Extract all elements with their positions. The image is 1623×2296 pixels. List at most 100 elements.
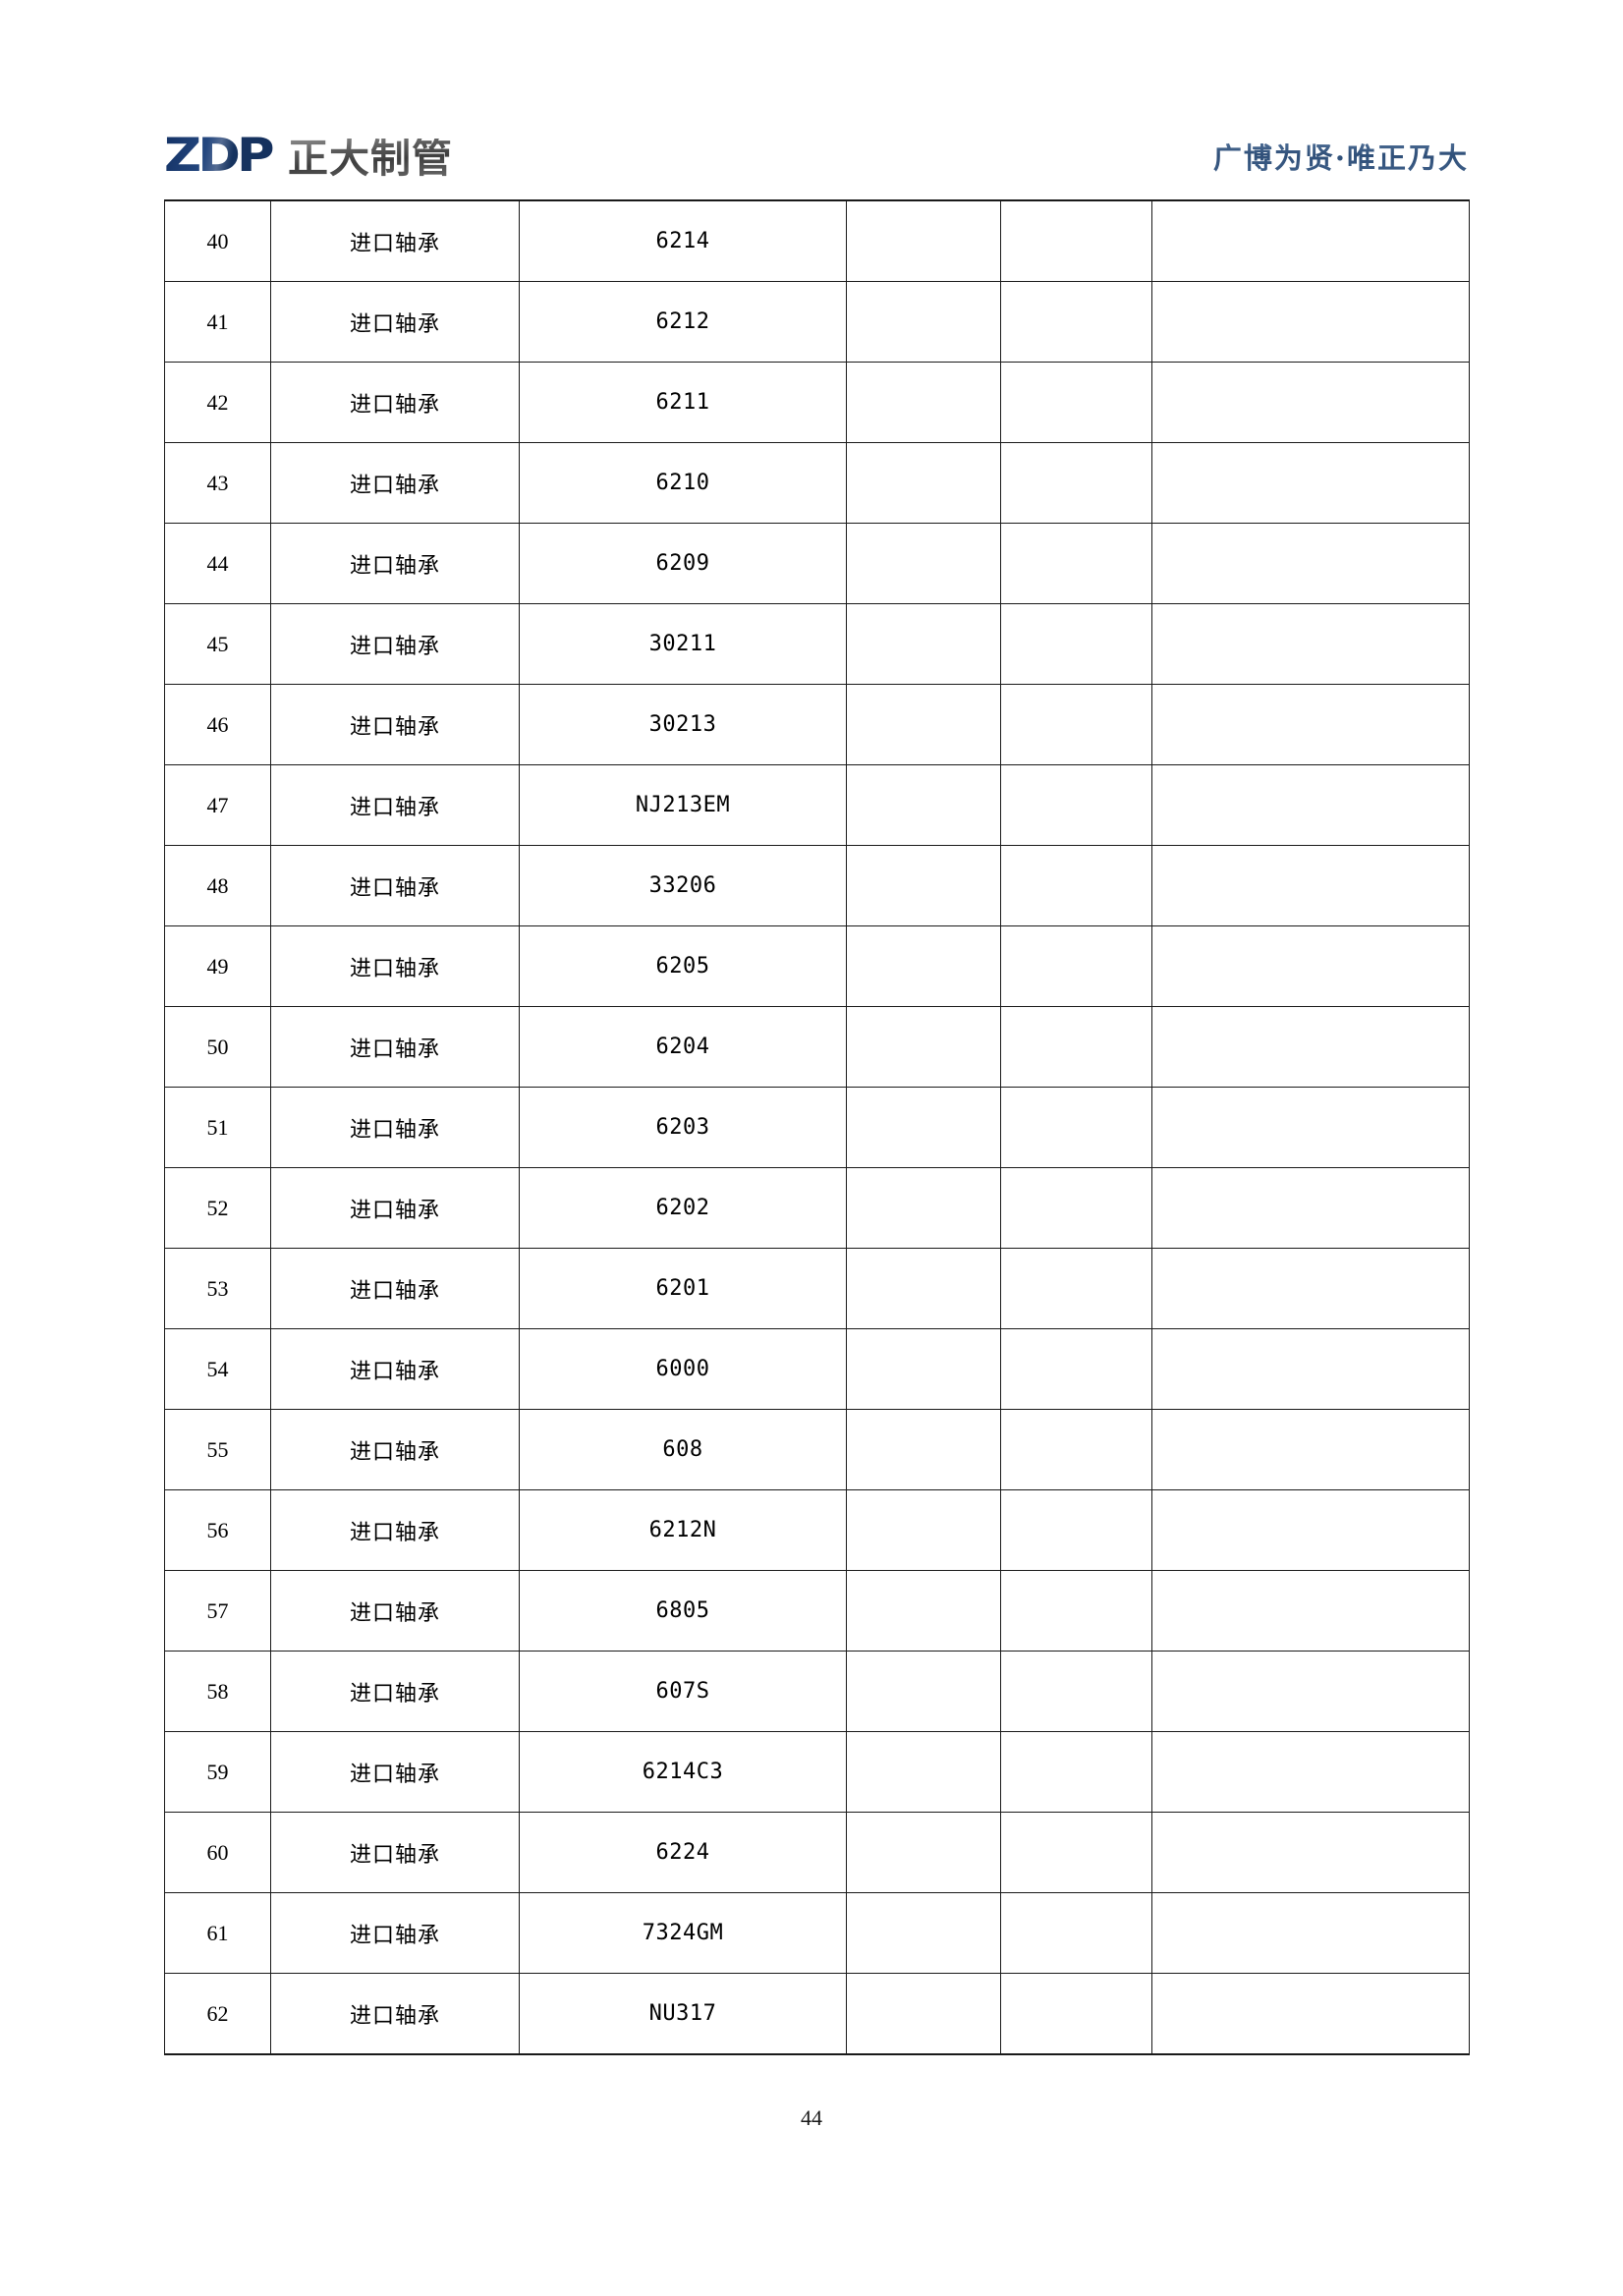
- cell-model: 6202: [519, 1167, 847, 1249]
- cell-col5: [1000, 925, 1152, 1007]
- cell-part-name: 进口轴承: [270, 1006, 520, 1088]
- cell-model: NJ213EM: [519, 764, 847, 846]
- cell-model: 6212N: [519, 1489, 847, 1571]
- cell-col5: [1000, 603, 1152, 685]
- cell-col6: [1151, 523, 1470, 604]
- parts-table-body: 40 进口轴承 6214 41 进口轴承 6212 42 进口轴承 6211 43 进口轴承 6210…: [164, 199, 1470, 2055]
- cell-col6: [1151, 199, 1470, 282]
- cell-col6: [1151, 1087, 1470, 1168]
- cell-part-name: 进口轴承: [270, 1651, 520, 1732]
- cell-model: 6224: [519, 1812, 847, 1893]
- cell-col5: [1000, 1973, 1152, 2055]
- cell-model: 33206: [519, 845, 847, 926]
- cell-part-name: 进口轴承: [270, 362, 520, 443]
- cell-col4: [846, 1731, 1001, 1813]
- cell-index: 48: [164, 845, 271, 926]
- cell-model: 6214C3: [519, 1731, 847, 1813]
- cell-model: 6210: [519, 442, 847, 524]
- cell-index: 46: [164, 684, 271, 765]
- cell-model: 608: [519, 1409, 847, 1490]
- cell-col6: [1151, 603, 1470, 685]
- cell-col4: [846, 764, 1001, 846]
- cell-part-name: 进口轴承: [270, 1570, 520, 1652]
- cell-col5: [1000, 199, 1152, 282]
- cell-col5: [1000, 1087, 1152, 1168]
- cell-model: 30213: [519, 684, 847, 765]
- cell-col5: [1000, 362, 1152, 443]
- cell-part-name: 进口轴承: [270, 442, 520, 524]
- table-row: 42 进口轴承 6211: [164, 362, 1470, 443]
- cell-index: 40: [164, 199, 271, 282]
- cell-col6: [1151, 1409, 1470, 1490]
- cell-col6: [1151, 1731, 1470, 1813]
- cell-col6: [1151, 1892, 1470, 1974]
- cell-col5: [1000, 281, 1152, 363]
- cell-col4: [846, 362, 1001, 443]
- cell-col6: [1151, 1328, 1470, 1410]
- cell-index: 52: [164, 1167, 271, 1249]
- cell-part-name: 进口轴承: [270, 1087, 520, 1168]
- cell-model: 6211: [519, 362, 847, 443]
- document-header: ZDP 正大制管 广博为贤·唯正乃大: [164, 124, 1469, 179]
- cell-index: 59: [164, 1731, 271, 1813]
- cell-col5: [1000, 442, 1152, 524]
- table-row: 52 进口轴承 6202: [164, 1167, 1470, 1249]
- cell-col4: [846, 1409, 1001, 1490]
- page-number: 44: [801, 2105, 822, 2130]
- cell-col4: [846, 1570, 1001, 1652]
- cell-model: 7324GM: [519, 1892, 847, 1974]
- cell-col6: [1151, 1006, 1470, 1088]
- cell-part-name: 进口轴承: [270, 1489, 520, 1571]
- cell-part-name: 进口轴承: [270, 1328, 520, 1410]
- cell-col5: [1000, 1006, 1152, 1088]
- cell-part-name: 进口轴承: [270, 1248, 520, 1329]
- table-row: 56 进口轴承 6212N: [164, 1489, 1470, 1571]
- table-row: 40 进口轴承 6214: [164, 199, 1470, 282]
- table-row: 55 进口轴承 608: [164, 1409, 1470, 1490]
- cell-col5: [1000, 523, 1152, 604]
- table-row: 44 进口轴承 6209: [164, 523, 1470, 604]
- cell-col4: [846, 442, 1001, 524]
- cell-col6: [1151, 1812, 1470, 1893]
- cell-index: 41: [164, 281, 271, 363]
- cell-col4: [846, 684, 1001, 765]
- cell-col5: [1000, 1409, 1152, 1490]
- cell-index: 53: [164, 1248, 271, 1329]
- cell-col4: [846, 1248, 1001, 1329]
- cell-model: 6201: [519, 1248, 847, 1329]
- parts-table: 40 进口轴承 6214 41 进口轴承 6212 42 进口轴承 6211 43 进口轴承 6210…: [164, 199, 1470, 2055]
- company-logo: ZDP 正大制管: [164, 133, 453, 179]
- cell-col5: [1000, 684, 1152, 765]
- cell-part-name: 进口轴承: [270, 1812, 520, 1893]
- cell-col4: [846, 1812, 1001, 1893]
- cell-index: 44: [164, 523, 271, 604]
- cell-part-name: 进口轴承: [270, 1731, 520, 1813]
- cell-col4: [846, 1973, 1001, 2055]
- cell-model: 607S: [519, 1651, 847, 1732]
- cell-index: 58: [164, 1651, 271, 1732]
- cell-col6: [1151, 1248, 1470, 1329]
- table-row: 43 进口轴承 6210: [164, 442, 1470, 524]
- cell-col4: [846, 1006, 1001, 1088]
- cell-col6: [1151, 281, 1470, 363]
- cell-index: 62: [164, 1973, 271, 2055]
- cell-model: 6214: [519, 199, 847, 282]
- cell-part-name: 进口轴承: [270, 1409, 520, 1490]
- table-row: 62 进口轴承 NU317: [164, 1973, 1470, 2055]
- cell-part-name: 进口轴承: [270, 1167, 520, 1249]
- cell-model: 6212: [519, 281, 847, 363]
- cell-col6: [1151, 764, 1470, 846]
- cell-col5: [1000, 764, 1152, 846]
- table-row: 54 进口轴承 6000: [164, 1328, 1470, 1410]
- table-row: 48 进口轴承 33206: [164, 845, 1470, 926]
- cell-part-name: 进口轴承: [270, 764, 520, 846]
- table-row: 50 进口轴承 6204: [164, 1006, 1470, 1088]
- cell-index: 47: [164, 764, 271, 846]
- cell-index: 50: [164, 1006, 271, 1088]
- cell-col4: [846, 1328, 1001, 1410]
- cell-col4: [846, 1651, 1001, 1732]
- cell-col6: [1151, 1489, 1470, 1571]
- table-row: 49 进口轴承 6205: [164, 925, 1470, 1007]
- cell-col6: [1151, 362, 1470, 443]
- table-row: 46 进口轴承 30213: [164, 684, 1470, 765]
